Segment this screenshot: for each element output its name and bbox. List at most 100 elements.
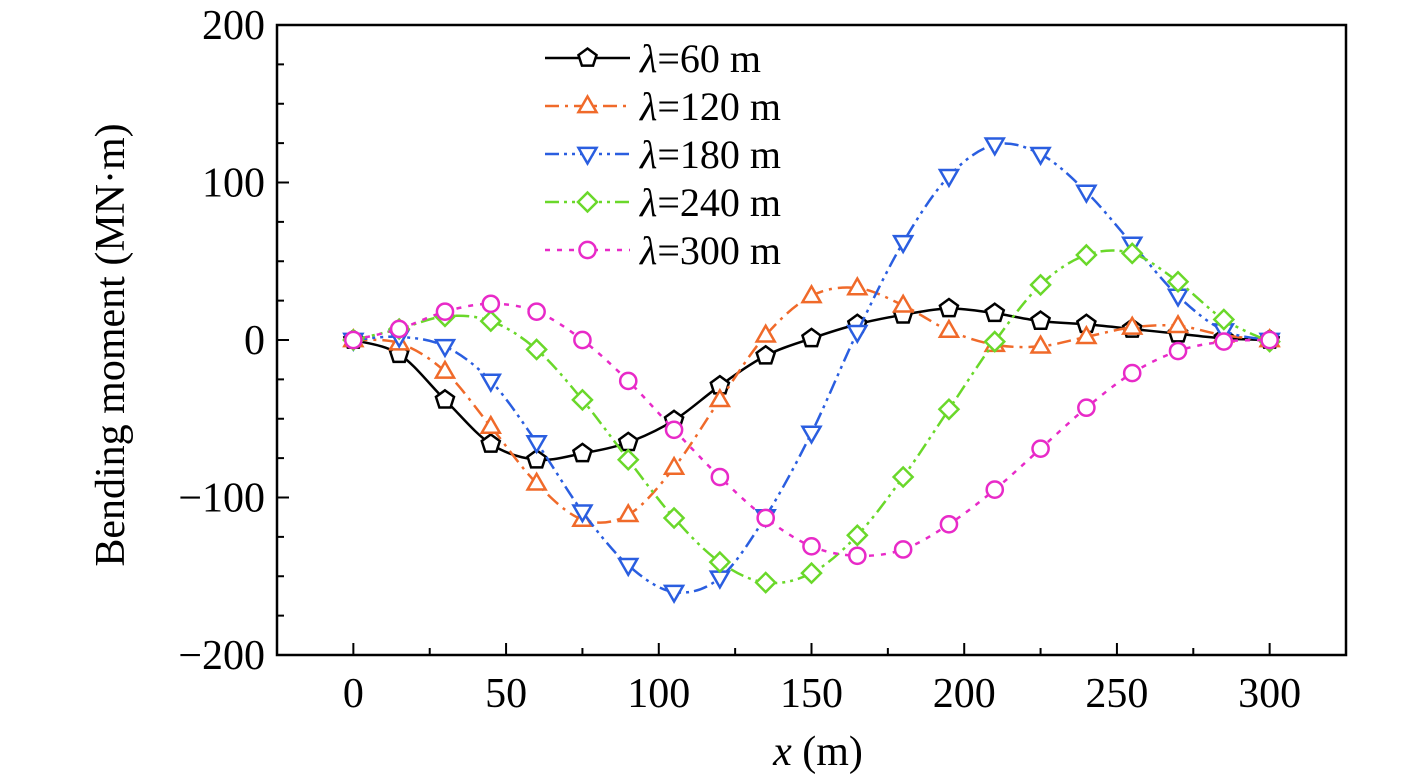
data-point-diamond <box>479 309 503 333</box>
data-point-triangle-up <box>754 323 777 343</box>
data-point-diamond <box>525 338 548 361</box>
data-point-circle <box>344 330 363 350</box>
data-point-circle <box>893 540 913 559</box>
data-point-diamond <box>1075 243 1098 267</box>
legend-label: λ=240 m <box>639 180 781 225</box>
data-point-pentagon <box>938 297 960 318</box>
data-point-circle <box>1031 439 1050 458</box>
data-point-diamond <box>937 398 961 421</box>
y-tick-label: −200 <box>178 633 265 679</box>
y-tick-label: 100 <box>202 161 265 207</box>
data-point-triangle-up <box>891 293 915 313</box>
data-point-circle <box>389 319 409 339</box>
data-point-pentagon <box>571 442 593 463</box>
data-point-pentagon <box>434 388 456 409</box>
data-point-triangle-up <box>617 502 640 523</box>
data-point-diamond <box>983 330 1007 353</box>
x-axis-title: x (m) <box>772 729 863 775</box>
data-point-circle <box>847 546 867 566</box>
data-point-pentagon <box>1030 310 1052 331</box>
data-point-triangle-down <box>846 324 869 345</box>
data-point-diamond <box>800 561 823 585</box>
legend-label: λ=120 m <box>639 84 781 129</box>
data-point-pentagon <box>617 431 639 452</box>
data-point-triangle-down <box>571 504 594 524</box>
data-point-diamond <box>708 550 732 574</box>
data-point-circle <box>939 514 959 534</box>
data-point-circle <box>527 302 546 321</box>
data-point-triangle-down <box>576 146 599 167</box>
data-point-circle <box>1122 363 1142 383</box>
data-point-triangle-down <box>891 234 915 255</box>
data-point-triangle-down <box>479 373 502 393</box>
data-point-triangle-up <box>1029 334 1052 354</box>
legend: λ=60 mλ=120 mλ=180 mλ=240 mλ=300 m <box>545 36 781 273</box>
data-point-triangle-down <box>433 338 457 359</box>
x-tick-label: 0 <box>343 671 364 717</box>
data-point-diamond <box>571 388 594 412</box>
data-point-diamond <box>1166 270 1190 293</box>
data-point-triangle-up <box>937 318 961 338</box>
data-point-circle <box>578 240 597 260</box>
x-tick-label: 250 <box>1085 671 1148 717</box>
data-point-pentagon <box>800 327 823 348</box>
data-point-triangle-down <box>525 434 548 455</box>
x-tick-label: 100 <box>627 671 690 717</box>
data-point-circle <box>1168 341 1188 361</box>
data-point-pentagon <box>526 448 548 469</box>
y-axis-title: Bending moment (MN·m) <box>88 123 134 566</box>
x-tick-label: 50 <box>485 671 527 717</box>
data-point-circle <box>985 480 1005 499</box>
data-point-triangle-down <box>617 557 640 578</box>
data-point-circle <box>664 420 684 440</box>
data-point-triangle-up <box>433 359 457 379</box>
legend-label: λ=180 m <box>639 132 781 177</box>
x-tick-label: 200 <box>933 671 996 717</box>
data-point-triangle-down <box>1075 184 1098 204</box>
data-point-diamond <box>1029 273 1052 297</box>
data-point-triangle-up <box>800 283 823 304</box>
y-tick-label: 0 <box>244 318 265 364</box>
y-tick-label: 200 <box>202 3 265 49</box>
data-point-triangle-up <box>1121 315 1144 335</box>
x-tick-label: 300 <box>1238 671 1301 717</box>
data-point-diamond <box>576 190 599 214</box>
legend-label: λ=300 m <box>639 228 781 273</box>
y-axis-ticks: 200 100 0 −100 −200 <box>178 3 289 679</box>
data-point-diamond <box>1120 242 1144 265</box>
data-point-pentagon <box>755 344 777 365</box>
data-point-triangle-up <box>846 276 869 296</box>
series-5 <box>344 294 1279 566</box>
legend-label: λ=60 m <box>639 36 761 81</box>
data-point-circle <box>481 294 501 314</box>
data-point-circle <box>802 537 821 556</box>
data-point-triangle-up <box>525 471 548 491</box>
data-point-triangle-up <box>479 414 502 435</box>
data-point-circle <box>618 371 638 391</box>
data-point-circle <box>1260 330 1279 350</box>
data-point-triangle-up <box>662 455 686 475</box>
data-point-pentagon <box>480 432 502 453</box>
y-tick-label: −100 <box>178 476 265 522</box>
data-point-triangle-up <box>708 387 732 408</box>
data-point-triangle-down <box>708 570 732 590</box>
data-point-diamond <box>846 524 869 547</box>
data-point-circle <box>756 508 776 528</box>
data-point-circle <box>435 302 455 321</box>
data-point-diamond <box>616 448 640 471</box>
data-point-triangle-up <box>576 93 599 114</box>
x-axis-ticks: 0 50 100 150 200 250 300 <box>343 643 1301 717</box>
data-point-diamond <box>1212 308 1236 331</box>
data-point-triangle-down <box>983 137 1006 157</box>
data-point-triangle-down <box>662 584 686 605</box>
data-point-circle <box>573 330 592 350</box>
data-point-diamond <box>662 506 686 530</box>
x-tick-label: 150 <box>780 671 843 717</box>
data-point-diamond <box>891 465 915 489</box>
data-point-triangle-down <box>800 425 823 445</box>
data-point-pentagon <box>984 302 1006 323</box>
data-point-circle <box>710 467 730 487</box>
data-point-triangle-down <box>1029 146 1052 167</box>
data-point-triangle-up <box>1166 313 1190 334</box>
